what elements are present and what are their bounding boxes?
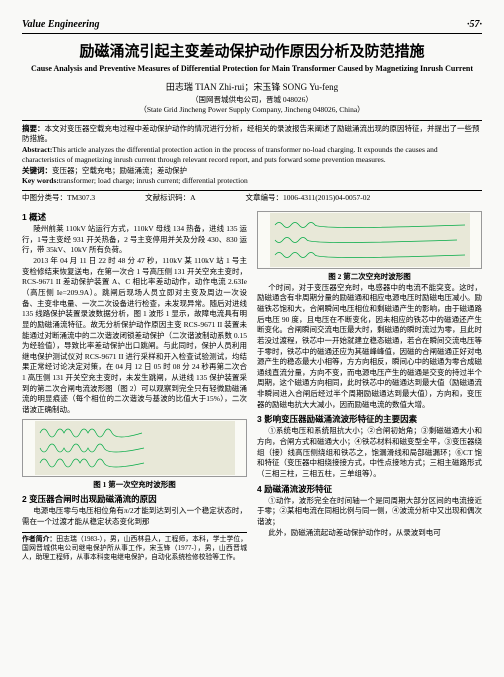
article-id: 文章编号：1006-4311(2015)04-0057-02 [246,193,371,203]
affiliation: （国网晋城供电公司，晋城 048026） （State Grid Jinchen… [22,95,482,115]
clc: 中图分类号：TM307.3 [22,193,95,203]
page-number: ·57· [467,18,482,32]
section-3: 3 影响变压器励磁涌流波形特征的主要因素 [257,413,482,425]
figure-1-caption: 图 1 第一次空充时波形图 [22,480,247,491]
doc-code: 文献标识码：A [145,193,195,203]
abs-cn: 本文对变压器空载充电过程中差动保护动作的情况进行分析，经相关的录波报告来阐述了励… [22,124,480,144]
footnote-label: 作者简介： [22,536,56,543]
title-en: Cause Analysis and Preventive Measures o… [22,64,482,75]
para: ①系统电压和系统阻抗大小；②合闸初始角；③剩磁磁通大小和方向，合闸方式和磁通大小… [257,426,482,479]
section-4: 4 励磁涌流波形特征 [257,483,482,495]
abstract-block: 摘要：本文对变压器空载充电过程中差动保护动作的情况进行分析，经相关的录波报告来阐… [22,120,482,191]
section-1: 1 概述 [22,211,247,223]
para: 2013 年 04 月 11 日 22 时 48 分 47 秒，110kV 某 … [22,256,247,416]
kw-cn: 变压器；空载充电；励磁涌流；差动保护 [52,166,187,175]
para: ①动作，波形完全在时间轴一个是同周期大部分区间的电流接近于零；②某相电流在同相比… [257,496,482,528]
column-left: 1 概述 陵州前莱 110kV 站运行方式，110kV 母线 134 热备，进线… [22,208,247,562]
kw-cn-label: 关键词： [22,166,52,175]
para: 陵州前莱 110kV 站运行方式，110kV 母线 134 热备，进线 135 … [22,224,247,256]
para: 此外，励磁涌流起动差动保护动作时，从录波到电可 [257,528,482,539]
figure-2 [257,211,482,269]
columns: 1 概述 陵州前莱 110kV 站运行方式，110kV 母线 134 热备，进线… [22,208,482,562]
abs-en: This article analyzes the differential p… [22,145,438,165]
footnote: 作者简介：田志瑞（1983-），男，山西林县人，工程师，本科，学士学位，国网晋城… [22,532,247,563]
figure-2-caption: 图 2 第二次空充时波形图 [257,272,482,283]
section-2: 2 变压器合闸时出现励磁涌流的原因 [22,493,247,505]
waveform-icon [35,421,235,475]
para: 电源电压零与电压相位角有π/2才能到达到引入一个稳定状态时，需在一个过渡才能从稳… [22,506,247,527]
title-cn: 励磁涌流引起主变差动保护动作原因分析及防范措施 [22,42,482,62]
column-right: 图 2 第二次空充时波形图 个时间，对于变压器空充时，电感器中的电流不能突变。这… [257,208,482,562]
figure-1 [22,419,247,477]
abs-en-label: Abstract: [22,145,52,154]
para: 个时间，对于变压器空充时，电感器中的电流不能突变。这时，励磁通含有非周期分量的励… [257,283,482,411]
classification: 中图分类号：TM307.3 文献标识码：A 文章编号：1006-4311(201… [22,193,482,203]
kw-en-label: Key words: [22,176,59,185]
footnote-text: 田志瑞（1983-），男，山西林县人，工程师，本科，学士学位，国网晋城供电公司继… [22,536,247,561]
page: Value Engineering ·57· 励磁涌流引起主变差动保护动作原因分… [0,0,504,677]
journal-name: Value Engineering [22,18,100,32]
kw-en: transformer; load charge; inrush current… [59,176,248,185]
abs-cn-label: 摘要： [22,124,45,133]
authors: 田志瑞 TIAN Zhi-rui；宋玉锋 SONG Yu-feng [22,81,482,93]
header: Value Engineering ·57· [22,18,482,34]
waveform-icon [270,213,470,267]
